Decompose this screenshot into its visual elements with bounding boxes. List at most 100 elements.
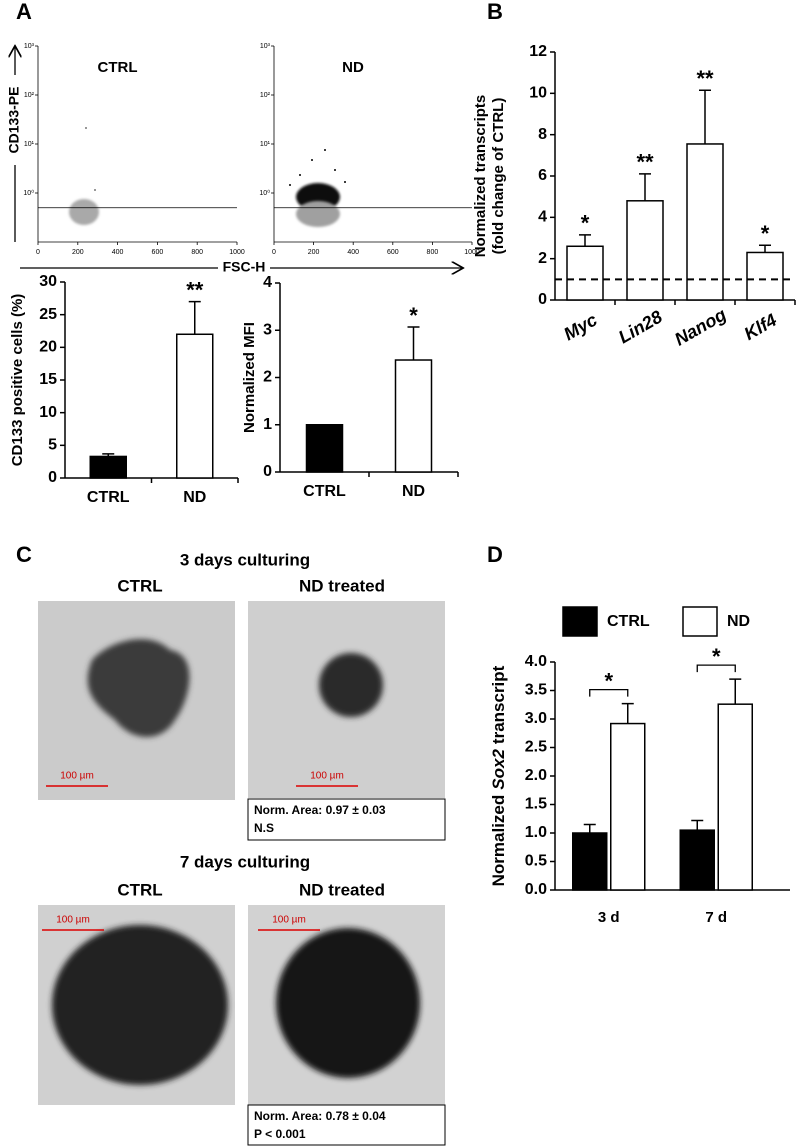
x-tick-label: 0 [272, 249, 276, 256]
image-label: CTRL [117, 880, 162, 899]
x-tick-label: Lin28 [615, 307, 666, 348]
note: P < 0.001 [254, 1127, 306, 1141]
panel-label: B [487, 0, 503, 24]
y-tick-label: 3.0 [525, 710, 547, 727]
significance: ** [696, 66, 714, 91]
y-tick-label: 0.5 [525, 853, 547, 870]
y-tick-label: 0.0 [525, 881, 547, 898]
y-axis-title-part: Normalized [489, 795, 508, 887]
y-tick-label: 1.5 [525, 796, 547, 813]
x-tick-label: 400 [347, 249, 359, 256]
y-tick-label: 10⁰ [259, 189, 270, 197]
note: N.S [254, 821, 274, 835]
scale-label: 100 µm [272, 915, 306, 926]
y-tick-label: 4 [263, 274, 272, 291]
panel-label: D [487, 542, 503, 567]
note: Norm. Area: 0.78 ± 0.04 [254, 1109, 386, 1123]
image-label: ND treated [299, 880, 385, 899]
x-tick-label: 200 [72, 249, 84, 256]
y-tick-label: 8 [538, 126, 547, 143]
x-tick-label: 200 [308, 249, 320, 256]
x-tick-label: 600 [387, 249, 399, 256]
significance: ** [186, 277, 204, 302]
error-bar [579, 234, 591, 247]
bar [610, 722, 646, 891]
bar [566, 245, 604, 301]
x-tick-label: Klf4 [741, 310, 780, 344]
bar [89, 455, 127, 479]
legend-label: ND [727, 613, 750, 630]
y-tick-label: 0 [48, 469, 57, 486]
flow-cloud [69, 127, 346, 227]
section-title: 7 days culturing [180, 852, 310, 871]
note: Norm. Area: 0.97 ± 0.03 [254, 803, 386, 817]
y-axis-title: Normalized Sox2 transcript [489, 665, 508, 886]
y-axis-title: (fold change of CTRL) [490, 98, 507, 255]
significance: * [604, 668, 613, 693]
legend-label: CTRL [607, 613, 650, 630]
bar [572, 832, 608, 891]
error-bar [407, 326, 420, 361]
x-tick-label: 800 [191, 249, 203, 256]
y-tick-label: 4 [538, 209, 547, 226]
x-tick-label: 7 d [705, 909, 727, 926]
y-tick-label: 10¹ [24, 141, 35, 148]
axis-title: CD133-PE [6, 87, 22, 154]
y-tick-label: 2.5 [525, 739, 547, 756]
y-tick-label: 1.0 [525, 824, 547, 841]
error-bar [691, 819, 704, 831]
y-axis-title-part: transcript [489, 665, 508, 744]
y-tick-label: 2.0 [525, 767, 547, 784]
error-bar [102, 453, 115, 457]
x-tick-label: 400 [112, 249, 124, 256]
significance: * [761, 221, 770, 246]
y-tick-label: 30 [39, 273, 57, 290]
y-tick-label: 10⁰ [23, 189, 34, 197]
error-bar [621, 702, 634, 724]
error-bar [699, 89, 711, 144]
micrograph [38, 601, 446, 1146]
y-tick-label: 3 [263, 321, 272, 338]
bar [746, 251, 784, 301]
significance: ** [636, 150, 654, 175]
y-tick-label: 10³ [24, 43, 35, 50]
x-tick-label: ND [183, 489, 206, 506]
scale-label: 100 µm [60, 771, 94, 782]
y-axis-title-part: Sox2 [489, 749, 508, 790]
significance: * [712, 644, 721, 669]
error-bar [639, 173, 651, 201]
scale-label: 100 µm [56, 915, 90, 926]
significance: * [581, 211, 590, 236]
significance-bracket [696, 664, 736, 673]
y-tick-label: 5 [48, 437, 57, 454]
y-tick-label: 10³ [260, 43, 271, 50]
bar [679, 829, 715, 891]
y-tick-label: 10² [24, 92, 35, 99]
plot-title: CTRL [98, 59, 138, 76]
y-tick-label: 6 [538, 167, 547, 184]
error-bar [759, 244, 771, 253]
x-tick-label: 600 [152, 249, 164, 256]
panel-label: C [16, 542, 32, 567]
y-tick-label: 10 [39, 404, 57, 421]
y-tick-label: 12 [529, 43, 547, 60]
y-tick-label: 2 [538, 250, 547, 267]
y-axis-title: Normalized MFI [241, 322, 258, 433]
y-tick-label: 0 [538, 291, 547, 308]
x-tick-label: 1000 [229, 249, 245, 256]
x-tick-label: 1000 [464, 249, 480, 256]
axis-title: FSC-H [223, 259, 266, 275]
x-tick-label: CTRL [87, 489, 130, 506]
x-tick-label: Nanog [671, 304, 729, 349]
significance: * [409, 303, 418, 328]
image-label: ND treated [299, 576, 385, 595]
y-tick-label: 2 [263, 369, 272, 386]
y-tick-label: 10¹ [260, 141, 271, 148]
y-tick-label: 1 [263, 416, 272, 433]
error-bar [729, 678, 742, 705]
error-bar [583, 823, 596, 833]
y-axis-title: Normalized transcripts [472, 95, 489, 258]
significance-bracket [589, 688, 629, 697]
bar [305, 424, 344, 473]
